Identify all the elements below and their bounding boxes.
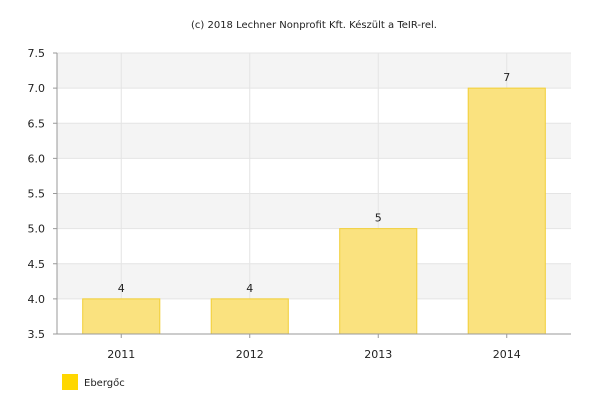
- y-tick-label: 6.0: [28, 152, 46, 165]
- y-tick-label: 4.5: [28, 258, 46, 271]
- legend-swatch: [62, 374, 78, 390]
- y-tick-label: 5.5: [28, 188, 46, 201]
- y-tick-label: 7.0: [28, 82, 46, 95]
- legend-label: Ebergőc: [84, 377, 125, 389]
- y-tick-label: 5.0: [28, 223, 46, 236]
- data-label-2011: 4: [118, 282, 125, 295]
- x-tick-label-2011: 2011: [107, 348, 135, 361]
- bar-2013: [339, 228, 418, 335]
- bar-2011: [82, 298, 161, 335]
- bar-2012: [210, 298, 289, 335]
- legend[interactable]: Ebergőc: [62, 374, 125, 390]
- y-tick-label: 7.5: [28, 47, 46, 60]
- x-axis-ticks: 2011 2012 2013 2014: [107, 334, 521, 361]
- y-tick-label: 6.5: [28, 117, 46, 130]
- x-tick-label-2014: 2014: [493, 348, 521, 361]
- x-tick-label-2013: 2013: [364, 348, 392, 361]
- y-tick-label: 4.0: [28, 293, 46, 306]
- y-axis-ticks: 3.5 4.0 4.5 5.0 5.5 6.0 6.5 7.0 7.5: [28, 47, 57, 341]
- bar-2014: [467, 87, 546, 335]
- bars: [82, 87, 546, 335]
- x-tick-label-2012: 2012: [236, 348, 264, 361]
- chart-credit: (c) 2018 Lechner Nonprofit Kft. Készült …: [191, 19, 437, 31]
- data-label-2012: 4: [246, 282, 253, 295]
- data-label-2014: 7: [503, 71, 510, 84]
- y-tick-label: 3.5: [28, 328, 46, 341]
- data-labels: 4 4 5 7: [118, 71, 511, 295]
- plot-band: [57, 53, 571, 89]
- data-label-2013: 5: [375, 212, 382, 225]
